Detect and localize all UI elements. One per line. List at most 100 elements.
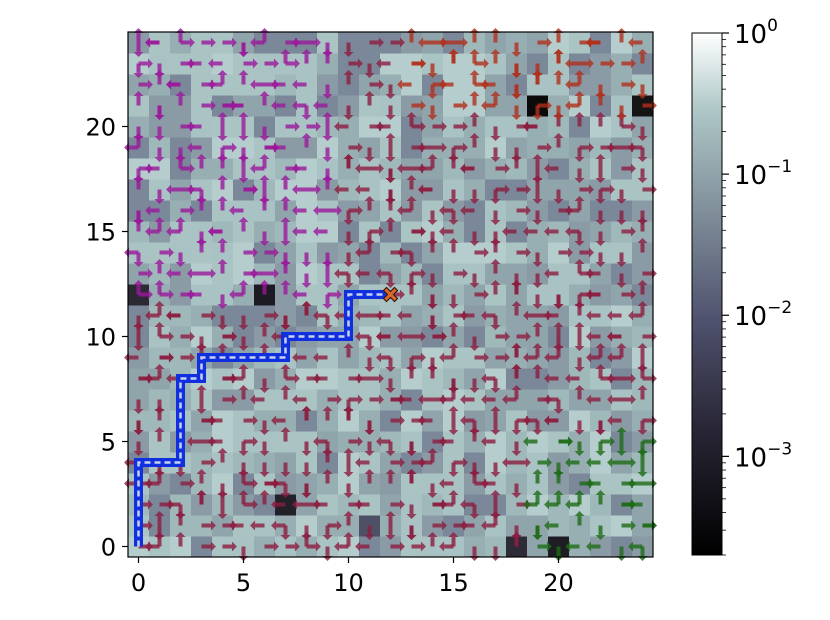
policy-arrowhead bbox=[490, 219, 501, 225]
policy-arrowhead bbox=[168, 247, 174, 258]
heatmap-cell bbox=[191, 200, 213, 222]
policy-arrowhead bbox=[553, 70, 564, 76]
policy-arrowhead bbox=[595, 219, 606, 225]
policy-arrowhead bbox=[355, 457, 361, 468]
policy-arrowhead bbox=[280, 240, 291, 246]
policy-arrowhead bbox=[133, 261, 144, 267]
policy-arrowhead bbox=[504, 331, 510, 342]
policy-arrowhead bbox=[378, 163, 384, 174]
policy-arrowhead bbox=[586, 310, 592, 321]
heatmap-cell bbox=[611, 32, 633, 54]
policy-arrowhead bbox=[322, 261, 333, 267]
policy-arrowhead bbox=[525, 184, 531, 195]
policy-arrowhead bbox=[502, 394, 508, 405]
policy-arrowhead bbox=[385, 366, 396, 372]
policy-arrowhead bbox=[336, 205, 342, 216]
policy-arrowhead bbox=[250, 79, 256, 90]
policy-arrowhead bbox=[166, 499, 172, 510]
heatmap-cell bbox=[170, 536, 192, 558]
heatmap-cell bbox=[359, 473, 381, 495]
heatmap-cell bbox=[149, 473, 171, 495]
policy-arrowhead bbox=[343, 532, 354, 538]
policy-arrowhead bbox=[586, 331, 592, 342]
policy-arrowhead bbox=[166, 226, 172, 237]
policy-arrowhead bbox=[544, 268, 550, 279]
policy-arrowhead bbox=[357, 142, 363, 153]
heatmap-cell bbox=[338, 116, 360, 138]
policy-arrowhead bbox=[196, 385, 207, 391]
heatmap-cell bbox=[527, 368, 549, 390]
policy-arrowhead bbox=[343, 343, 354, 349]
heatmap-cell bbox=[506, 536, 528, 558]
policy-arrowhead bbox=[427, 448, 438, 454]
policy-arrowhead bbox=[196, 469, 207, 475]
policy-arrowhead bbox=[147, 79, 153, 90]
policy-arrowhead bbox=[336, 520, 342, 531]
policy-arrowhead bbox=[250, 394, 256, 405]
policy-arrowhead bbox=[147, 58, 153, 69]
policy-arrowhead bbox=[532, 261, 543, 267]
heatmap-cell bbox=[338, 536, 360, 558]
policy-arrowhead bbox=[460, 205, 466, 216]
policy-arrowhead bbox=[439, 79, 445, 90]
policy-arrowhead bbox=[586, 478, 592, 489]
heatmap-cell bbox=[380, 326, 402, 348]
heatmap-cell bbox=[317, 221, 339, 243]
policy-arrowhead bbox=[439, 352, 445, 363]
policy-arrowhead bbox=[532, 177, 543, 183]
heatmap-cell bbox=[296, 284, 318, 306]
policy-arrowhead bbox=[357, 436, 363, 447]
heatmap-cell bbox=[233, 74, 255, 96]
heatmap-cell bbox=[485, 242, 507, 264]
policy-arrowhead bbox=[252, 499, 258, 510]
policy-arrowhead bbox=[271, 79, 277, 90]
policy-arrowhead bbox=[544, 373, 550, 384]
heatmap-cell bbox=[191, 116, 213, 138]
policy-arrowhead bbox=[574, 345, 585, 351]
heatmap-cell bbox=[212, 179, 234, 201]
policy-arrowhead bbox=[280, 324, 291, 330]
heatmap-cell bbox=[443, 158, 465, 180]
heatmap-cell bbox=[212, 263, 234, 285]
policy-arrowhead bbox=[490, 240, 501, 246]
policy-arrowhead bbox=[147, 499, 153, 510]
policy-arrowhead bbox=[532, 303, 543, 309]
policy-arrowhead bbox=[481, 373, 487, 384]
policy-arrowhead bbox=[637, 177, 648, 183]
policy-arrowhead bbox=[145, 37, 151, 48]
policy-arrowhead bbox=[259, 135, 270, 141]
policy-arrowhead bbox=[420, 331, 426, 342]
heatmap-cell bbox=[443, 347, 465, 369]
policy-arrowhead bbox=[378, 226, 384, 237]
policy-arrowhead bbox=[511, 385, 522, 391]
policy-arrowhead bbox=[238, 217, 249, 223]
policy-arrowhead bbox=[637, 219, 648, 225]
policy-arrowhead bbox=[292, 163, 298, 174]
policy-arrowhead bbox=[595, 154, 606, 160]
policy-arrowhead bbox=[544, 499, 550, 510]
policy-arrowhead bbox=[595, 240, 606, 246]
heatmap-cell bbox=[191, 284, 213, 306]
policy-arrowhead bbox=[532, 282, 543, 288]
policy-arrowhead bbox=[469, 91, 480, 97]
policy-arrowhead bbox=[145, 205, 151, 216]
policy-arrowhead bbox=[322, 406, 333, 412]
heatmap-cell bbox=[317, 494, 339, 516]
heatmap-cell bbox=[548, 494, 570, 516]
policy-arrowhead bbox=[259, 91, 270, 97]
policy-arrowhead bbox=[469, 387, 480, 393]
policy-arrowhead bbox=[439, 394, 445, 405]
policy-arrowhead bbox=[187, 121, 193, 132]
heatmap-cell bbox=[233, 221, 255, 243]
heatmap-cell bbox=[170, 515, 192, 537]
policy-arrowhead bbox=[586, 541, 592, 552]
policy-arrowhead bbox=[145, 541, 151, 552]
policy-arrowhead bbox=[481, 100, 487, 111]
policy-arrowhead bbox=[637, 450, 648, 456]
policy-arrowhead bbox=[637, 238, 648, 244]
heatmap-cell bbox=[380, 116, 402, 138]
heatmap-cell bbox=[254, 326, 276, 348]
policy-arrowhead bbox=[231, 37, 237, 48]
policy-arrowhead bbox=[231, 142, 237, 153]
policy-arrowhead bbox=[511, 51, 522, 57]
